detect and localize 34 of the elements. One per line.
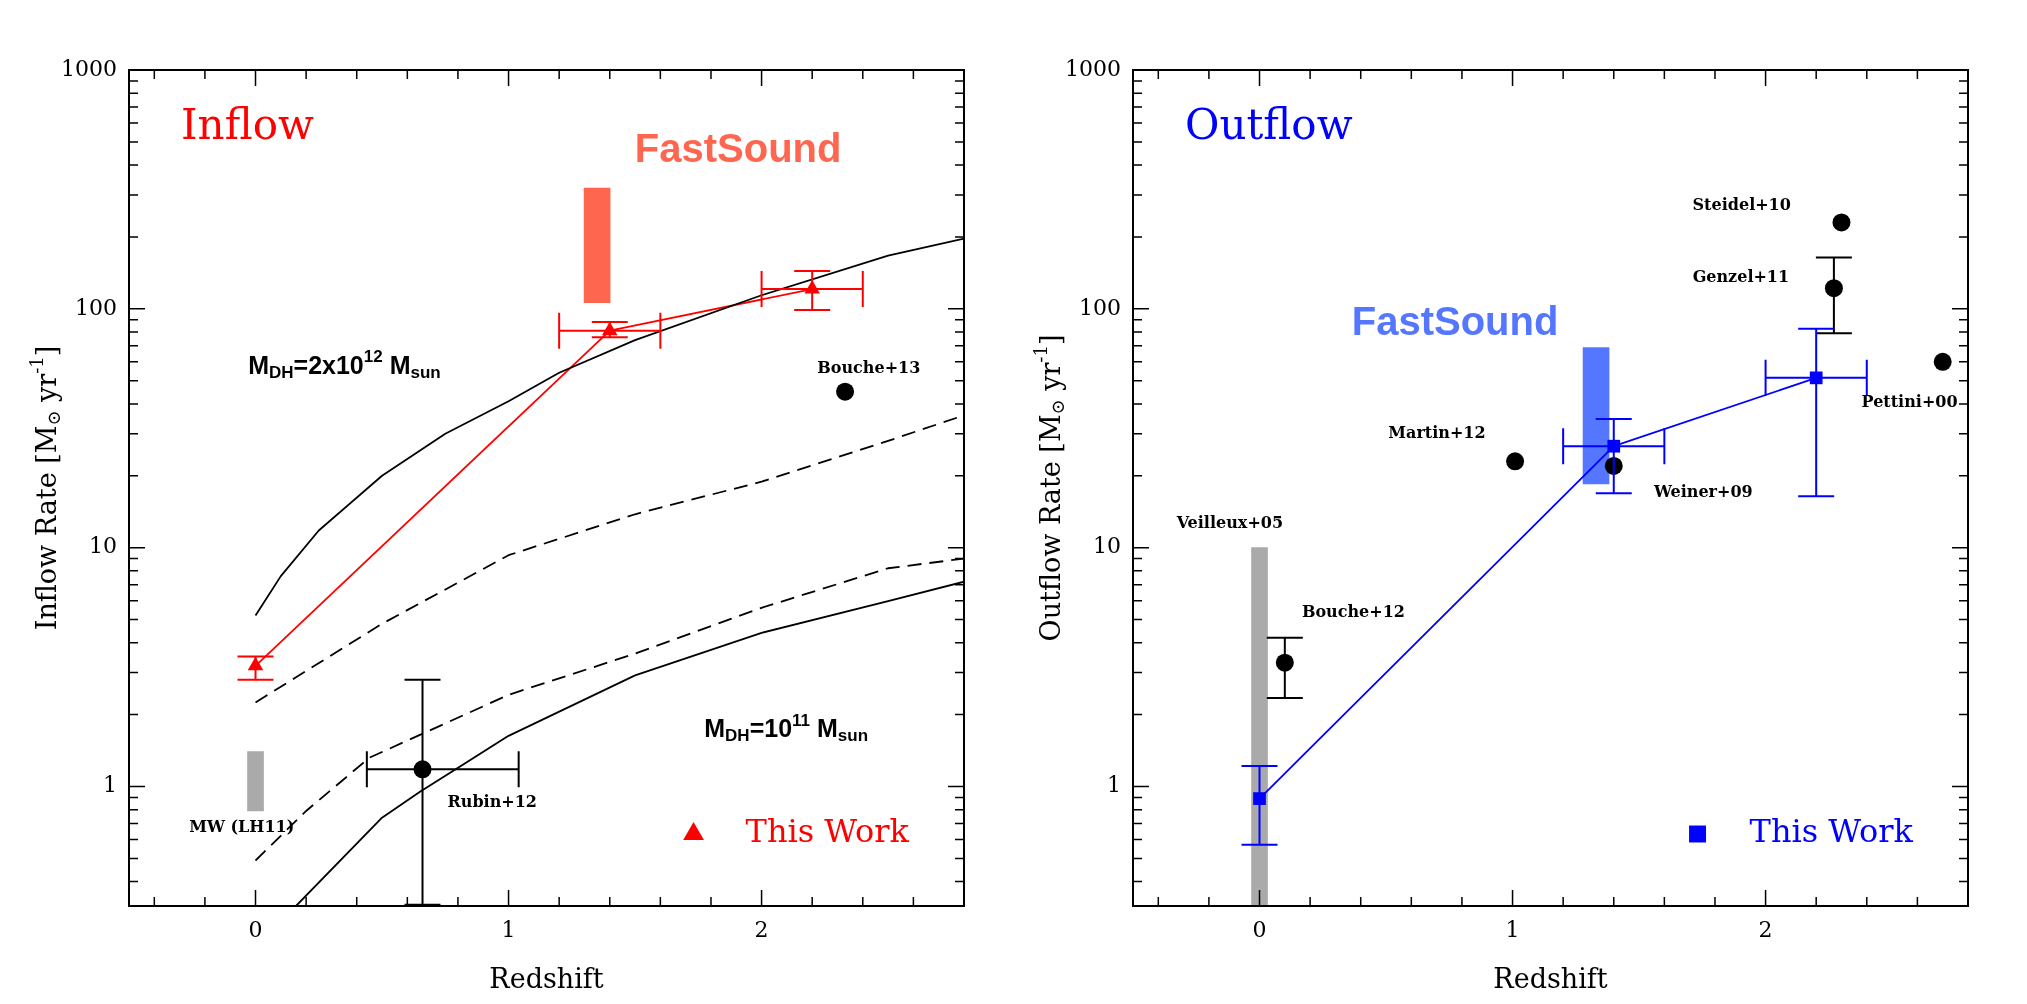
annotation: Genzel+11 <box>1692 267 1790 287</box>
x-tick-label: 0 <box>248 916 263 942</box>
y-tick-label: 100 <box>1079 294 1121 320</box>
y-tick-label: 10 <box>1093 533 1121 559</box>
x-axis-title: Redshift <box>1493 963 1608 995</box>
y-tick-label: 1 <box>1107 772 1121 798</box>
annotation: Rubin+12 <box>447 792 537 812</box>
annotation: Veilleux+05 <box>1175 513 1284 533</box>
series-label: FastSound <box>634 126 842 171</box>
text: Inflow <box>181 99 314 149</box>
y-axis-title: Outflow Rate [M⊙ yr-1] <box>1030 334 1069 642</box>
y-tick-label: 10 <box>89 533 117 559</box>
y-tick-label: 100 <box>75 294 117 320</box>
x-tick-label: 2 <box>754 916 769 942</box>
x-tick-label: 2 <box>1758 916 1773 942</box>
legend-label: This Work <box>745 812 910 851</box>
y-tick-label: 1000 <box>61 55 117 81</box>
y-tick-label: 1000 <box>1065 55 1121 81</box>
series-label: FastSound <box>1351 298 1559 343</box>
x-tick-label: 1 <box>501 916 516 942</box>
y-axis-title: Inflow Rate [M⊙ yr-1] <box>26 345 65 631</box>
legend-label: This Work <box>1749 812 1914 851</box>
text: Outflow <box>1185 99 1353 149</box>
annotation: Pettini+00 <box>1861 391 1958 411</box>
annotation: Bouche+13 <box>817 357 921 377</box>
y-tick-label: 1 <box>103 772 117 798</box>
annotation: Steidel+10 <box>1692 194 1791 214</box>
annotation: Martin+12 <box>1388 422 1486 442</box>
annotation: MW (LH11) <box>189 816 295 836</box>
x-tick-label: 0 <box>1252 916 1267 942</box>
annotation: Weiner+09 <box>1652 482 1753 502</box>
x-tick-label: 1 <box>1505 916 1520 942</box>
x-axis-title: Redshift <box>489 963 604 995</box>
annotation: Bouche+12 <box>1301 601 1405 621</box>
